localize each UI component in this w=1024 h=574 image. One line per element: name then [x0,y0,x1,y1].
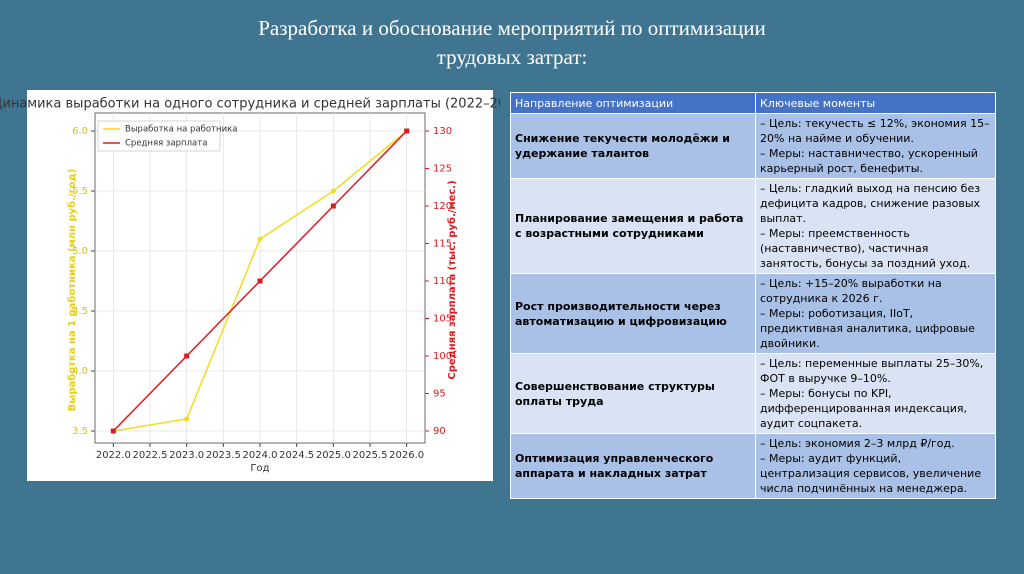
point [257,236,263,242]
direction-cell: Оптимизация управленческого аппарата и н… [510,433,756,499]
points-cell: – Цель: +15–20% выработки на сотрудника … [755,273,996,354]
points-cell: – Цель: переменные выплаты 25–30%, ФОТ в… [755,353,996,434]
x-tick-label: 2026.0 [389,450,424,461]
point: – Цель: гладкий выход на пенсию без дефи… [760,182,981,225]
y2-tick-label: 115 [433,239,452,250]
point [330,203,336,209]
point [404,128,410,134]
point: – Меры: преемственность (наставничество)… [760,227,971,270]
table-row: Снижение текучести молодёжи и удержание … [510,113,996,179]
y2-tick-label: 100 [433,351,452,362]
y2-tick-label: 130 [433,126,452,137]
x-tick-label: 2025.0 [316,450,351,461]
title-line: трудовых затрат: [436,45,588,69]
table-row: Рост производительности через автоматиза… [510,273,996,354]
y2-tick-label: 120 [433,201,452,212]
y-tick-label: 3.5 [72,426,88,437]
y2-axis-label: Средняя зарплата (тыс. руб./мес.) [446,180,458,379]
header-cell: Направление оптимизации [510,92,756,114]
direction-cell: Снижение текучести молодёжи и удержание … [510,113,756,179]
header-cell: Ключевые моменты [755,92,996,114]
point: – Цель: переменные выплаты 25–30%, ФОТ в… [760,357,984,385]
point: – Цель: текучесть ≤ 12%, экономия 15–20%… [760,117,990,145]
slide-title: Разработка и обоснование мероприятий по … [0,14,1024,72]
direction-cell: Планирование замещения и работа с возрас… [510,178,756,274]
direction-cell: Совершенствование структуры оплаты труда [510,353,756,434]
point: – Меры: роботизация, IIoT, предиктивная … [760,307,975,350]
x-tick-label: 2024.0 [243,450,278,461]
x-tick-label: 2022.0 [96,450,131,461]
point [110,428,116,434]
points-cell: – Цель: экономия 2–3 млрд ₽/год. – Меры: … [755,433,996,499]
point: – Меры: бонусы по KPI, дифференцированна… [760,387,967,430]
legend-label: Выработка на работника [125,125,237,135]
x-axis-label: Год [250,463,269,474]
x-tick-label: 2023.5 [206,450,241,461]
point [257,278,263,284]
point [330,188,336,194]
x-tick-label: 2022.5 [133,450,168,461]
table: Направление оптимизации Ключевые моменты… [510,92,996,499]
point: – Цель: экономия 2–3 млрд ₽/год. [760,437,955,450]
x-tick-label: 2024.5 [279,450,314,461]
x-tick-label: 2023.0 [169,450,204,461]
chart-title: Динамика выработки на одного сотрудника … [0,97,500,112]
y-tick-label: 4.5 [72,306,88,317]
y2-tick-label: 110 [433,276,452,287]
y-tick-label: 5.5 [72,186,88,197]
y2-tick-label: 125 [433,164,452,175]
x-tick-label: 2025.5 [353,450,388,461]
chart: Динамика выработки на одного сотрудника … [0,90,500,481]
points-cell: – Цель: текучесть ≤ 12%, экономия 15–20%… [755,113,996,179]
point: – Меры: аудит функций, централизация сер… [760,452,982,495]
y2-tick-label: 90 [433,426,446,437]
point [184,353,190,359]
legend-box [97,120,221,152]
y2-tick-label: 105 [433,314,452,325]
y-axis-label: Выработка на 1 работника (млн руб./год) [66,169,78,412]
y-tick-label: 6.0 [72,126,88,137]
y-tick-label: 5.0 [72,246,88,257]
table-row: Планирование замещения и работа с возрас… [510,178,996,274]
legend-label: Средняя зарплата [125,139,207,149]
y2-tick-label: 95 [433,389,446,400]
point: – Меры: наставничество, ускоренный карье… [760,147,978,175]
title-line: Разработка и обоснование мероприятий по … [258,16,766,40]
y-tick-label: 4.0 [72,366,88,377]
point [184,416,190,422]
points-cell: – Цель: гладкий выход на пенсию без дефи… [755,178,996,274]
point: – Цель: +15–20% выработки на сотрудника … [760,277,942,305]
table-row: Оптимизация управленческого аппарата и н… [510,433,996,499]
direction-cell: Рост производительности через автоматиза… [510,273,756,354]
table-row: Совершенствование структуры оплаты труда… [510,353,996,434]
